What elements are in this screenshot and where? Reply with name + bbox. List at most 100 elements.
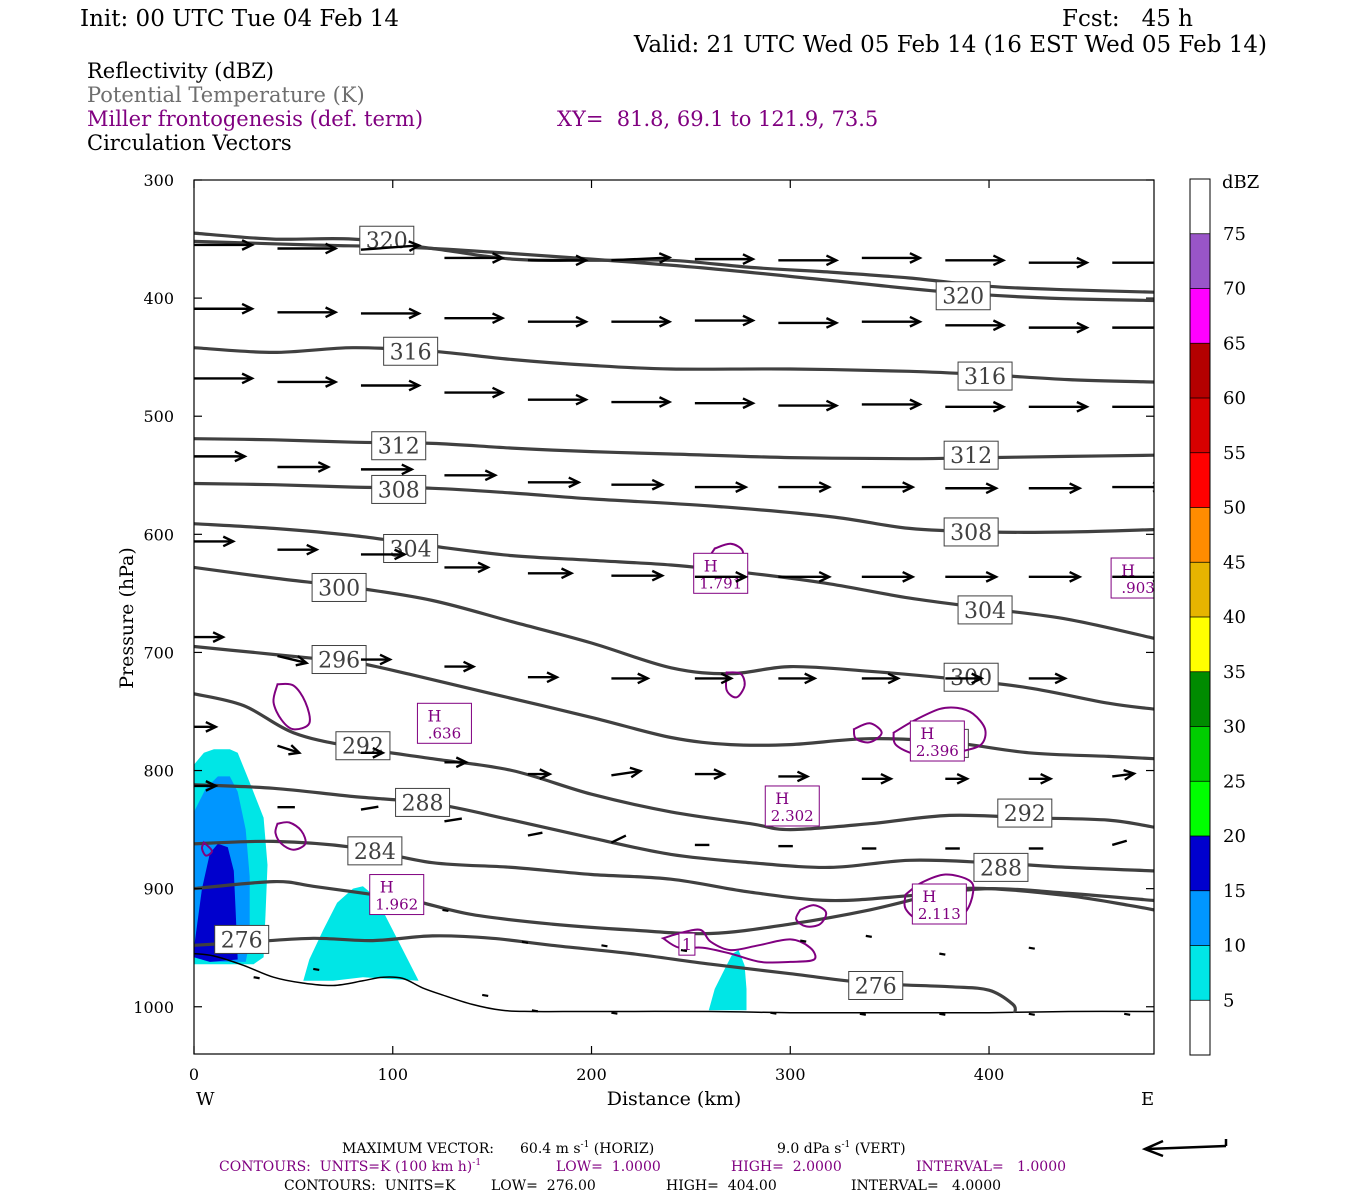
theta-label-text: 300 — [318, 576, 360, 601]
high-marker-letter: H — [704, 556, 718, 575]
theta-label-text: 276 — [221, 928, 263, 953]
field-frontogenesis: Miller frontogenesis (def. term) — [87, 107, 423, 131]
x-tick-label: 400 — [974, 1065, 1005, 1084]
circulation-vector-68 — [861, 672, 901, 685]
contours-frontogenesis-units: CONTOURS: UNITS=K (100 km h)-1 — [219, 1158, 486, 1175]
plot-frame — [193, 179, 1155, 1055]
y-axis-title: Pressure (hPa) — [116, 547, 138, 689]
high-marker-letter: H — [922, 887, 936, 906]
circulation-vector-79 — [861, 772, 894, 785]
colorbar-label: 25 — [1223, 771, 1246, 792]
circulation-vector-35 — [1112, 405, 1154, 408]
x-tick-label: 300 — [775, 1065, 806, 1084]
frontogenesis-contour-7 — [795, 904, 828, 928]
frontogenesis-high-3: H2.396 — [909, 720, 965, 762]
high-marker-value: .636 — [428, 724, 461, 742]
circulation-vector-57 — [945, 570, 999, 583]
contours-frontogenesis-interval: INTERVAL= 1.0000 — [916, 1159, 1066, 1175]
circulation-vector-87 — [527, 831, 543, 837]
colorbar-swatch — [1190, 507, 1210, 563]
circulation-vector-55 — [778, 570, 832, 583]
theta-label-text: 316 — [964, 365, 1006, 390]
theta-label-320-0: 320 — [359, 225, 415, 255]
terrain-line — [194, 952, 1154, 1014]
theta-label-304-1: 304 — [957, 595, 1013, 625]
xy-coordinates: XY= 81.8, 69.1 to 121.9, 73.5 — [557, 107, 878, 131]
high-marker-letter: H — [1121, 561, 1135, 580]
circulation-vector-5 — [611, 252, 673, 264]
circulation-vector-37 — [277, 461, 331, 473]
max-vector-vert: 9.0 dPa s-1 (VERT) — [777, 1140, 906, 1157]
circulation-vector-15 — [444, 312, 506, 325]
circulation-vector-43 — [778, 481, 832, 493]
circulation-vector-32 — [861, 398, 923, 411]
circulation-vector-49 — [277, 543, 320, 556]
circulation-vector-67 — [778, 672, 818, 685]
theta-label-text: 312 — [378, 435, 420, 460]
circulation-vector-66 — [694, 672, 734, 685]
colorbar-label: 65 — [1223, 333, 1246, 354]
circulation-vector-54 — [694, 570, 749, 583]
theta-label-text: 284 — [354, 840, 396, 865]
small-vector-1 — [521, 940, 529, 944]
y-tick-label: 400 — [143, 289, 174, 308]
contours-theta-high: HIGH= 404.00 — [666, 1178, 777, 1194]
y-tick-label: 500 — [143, 407, 174, 426]
circulation-vector-34 — [1028, 400, 1090, 413]
small-vector-17 — [800, 939, 807, 943]
circulation-vector-20 — [861, 315, 923, 328]
small-vector-5 — [313, 967, 320, 972]
circulation-vector-88 — [610, 834, 627, 844]
theta-label-text: 292 — [1004, 802, 1046, 827]
colorbar-swatch — [1190, 945, 1210, 1001]
circulation-vector-10 — [1028, 256, 1090, 269]
circulation-vector-83 — [194, 780, 219, 792]
theta-label-276-1: 276 — [848, 970, 904, 1000]
frontogenesis-contour-1 — [272, 682, 311, 731]
theta-contour-276 — [194, 934, 1017, 1014]
circulation-vector-58 — [1028, 570, 1083, 583]
circulation-vector-42 — [694, 481, 749, 493]
small-vector-0 — [442, 908, 449, 912]
colorbar-label: 15 — [1223, 881, 1246, 902]
colorbar-label: 45 — [1223, 552, 1246, 573]
circulation-vector-82 — [1112, 769, 1137, 781]
y-tick-label: 300 — [143, 171, 174, 190]
theta-label-316-0: 316 — [383, 336, 439, 366]
theta-label-312-1: 312 — [943, 440, 999, 470]
circulation-vector-4 — [527, 254, 589, 267]
max-vector-horiz: 60.4 m s-1 (HORIZ) — [520, 1140, 654, 1157]
contours-theta-interval: INTERVAL= 4.0000 — [851, 1178, 1001, 1194]
x-tick-label: 100 — [377, 1065, 408, 1084]
circulation-vector-26 — [360, 379, 422, 392]
colorbar-swatch — [1190, 617, 1210, 672]
theta-label-276-0: 276 — [214, 924, 270, 954]
theta-label-text: 288 — [980, 856, 1022, 881]
small-vector-6 — [482, 993, 489, 998]
colorbar-unit: dBZ — [1222, 172, 1259, 193]
x-label-west: W — [196, 1089, 215, 1110]
theta-label-308-1: 308 — [943, 517, 999, 547]
circulation-vector-64 — [527, 671, 560, 684]
circulation-vector-38 — [360, 463, 415, 476]
circulation-vector-77 — [694, 768, 727, 780]
circulation-vector-21 — [945, 319, 1007, 332]
field-reflectivity: Reflectivity (dBZ) — [87, 59, 274, 83]
theta-label-296-0: 296 — [311, 645, 367, 675]
circulation-vector-12 — [194, 302, 255, 315]
colorbar-swatch — [1190, 288, 1210, 344]
small-vector-4 — [253, 976, 260, 980]
small-vector-13 — [1124, 1012, 1131, 1016]
colorbar-swatch — [1190, 233, 1210, 289]
frontogenesis-high-6: H2.113 — [911, 883, 967, 925]
forecast-hour: Fcst: 45 h — [1062, 6, 1193, 32]
y-tick-label: 600 — [143, 525, 174, 544]
colorbar-label: 5 — [1223, 990, 1234, 1011]
theta-label-288-0: 288 — [395, 787, 451, 817]
colorbar-label: 70 — [1223, 279, 1246, 300]
colorbar-swatch — [1190, 343, 1210, 398]
high-marker-letter: H — [427, 706, 441, 725]
colorbar-swatch — [1190, 452, 1210, 508]
frontogenesis-contour-label: 1 — [682, 935, 692, 954]
